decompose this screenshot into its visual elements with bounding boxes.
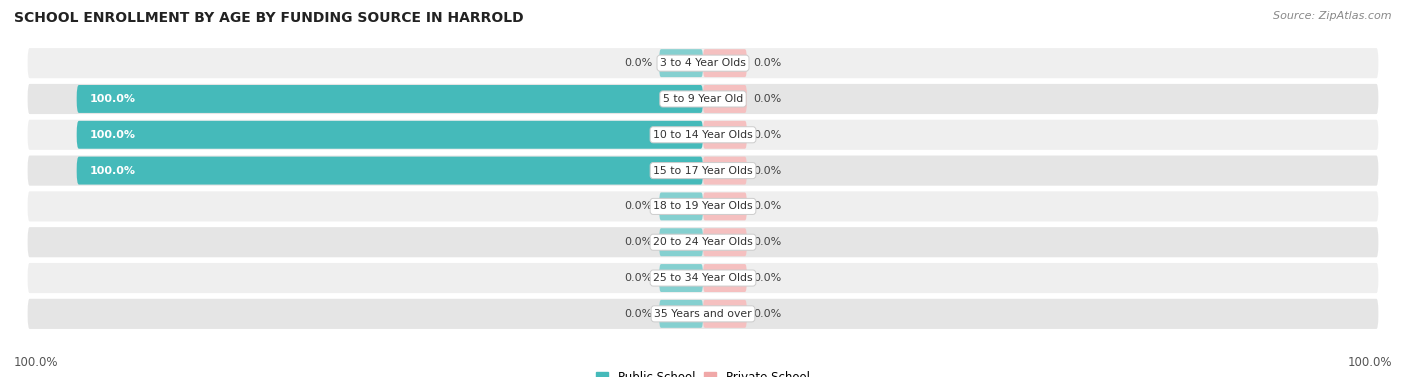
Text: 3 to 4 Year Olds: 3 to 4 Year Olds — [659, 58, 747, 68]
FancyBboxPatch shape — [703, 192, 747, 221]
Text: 0.0%: 0.0% — [624, 237, 652, 247]
Text: Source: ZipAtlas.com: Source: ZipAtlas.com — [1274, 11, 1392, 21]
FancyBboxPatch shape — [703, 228, 747, 256]
Text: 0.0%: 0.0% — [754, 94, 782, 104]
Text: 0.0%: 0.0% — [754, 58, 782, 68]
Text: 18 to 19 Year Olds: 18 to 19 Year Olds — [654, 201, 752, 211]
Text: 100.0%: 100.0% — [14, 357, 59, 369]
FancyBboxPatch shape — [703, 264, 747, 292]
Text: 0.0%: 0.0% — [754, 166, 782, 176]
Legend: Public School, Private School: Public School, Private School — [592, 366, 814, 377]
Text: 25 to 34 Year Olds: 25 to 34 Year Olds — [654, 273, 752, 283]
Text: 0.0%: 0.0% — [624, 309, 652, 319]
FancyBboxPatch shape — [27, 83, 1379, 115]
FancyBboxPatch shape — [27, 226, 1379, 258]
FancyBboxPatch shape — [703, 85, 747, 113]
FancyBboxPatch shape — [77, 121, 703, 149]
FancyBboxPatch shape — [27, 47, 1379, 79]
Text: 0.0%: 0.0% — [754, 309, 782, 319]
Text: 15 to 17 Year Olds: 15 to 17 Year Olds — [654, 166, 752, 176]
Text: 20 to 24 Year Olds: 20 to 24 Year Olds — [654, 237, 752, 247]
FancyBboxPatch shape — [77, 156, 703, 185]
Text: 10 to 14 Year Olds: 10 to 14 Year Olds — [654, 130, 752, 140]
FancyBboxPatch shape — [659, 192, 703, 221]
FancyBboxPatch shape — [659, 300, 703, 328]
FancyBboxPatch shape — [27, 155, 1379, 187]
Text: 100.0%: 100.0% — [89, 166, 135, 176]
FancyBboxPatch shape — [703, 121, 747, 149]
FancyBboxPatch shape — [77, 85, 703, 113]
Text: 35 Years and over: 35 Years and over — [654, 309, 752, 319]
FancyBboxPatch shape — [27, 298, 1379, 330]
FancyBboxPatch shape — [27, 262, 1379, 294]
FancyBboxPatch shape — [659, 264, 703, 292]
Text: 0.0%: 0.0% — [624, 58, 652, 68]
FancyBboxPatch shape — [27, 119, 1379, 151]
Text: 0.0%: 0.0% — [754, 201, 782, 211]
Text: 5 to 9 Year Old: 5 to 9 Year Old — [662, 94, 744, 104]
FancyBboxPatch shape — [703, 49, 747, 77]
Text: 0.0%: 0.0% — [624, 201, 652, 211]
Text: 100.0%: 100.0% — [89, 94, 135, 104]
FancyBboxPatch shape — [703, 156, 747, 185]
Text: 0.0%: 0.0% — [754, 130, 782, 140]
Text: 0.0%: 0.0% — [624, 273, 652, 283]
FancyBboxPatch shape — [27, 190, 1379, 222]
FancyBboxPatch shape — [659, 49, 703, 77]
Text: SCHOOL ENROLLMENT BY AGE BY FUNDING SOURCE IN HARROLD: SCHOOL ENROLLMENT BY AGE BY FUNDING SOUR… — [14, 11, 523, 25]
Text: 100.0%: 100.0% — [89, 130, 135, 140]
Text: 100.0%: 100.0% — [1347, 357, 1392, 369]
Text: 0.0%: 0.0% — [754, 237, 782, 247]
FancyBboxPatch shape — [703, 300, 747, 328]
Text: 0.0%: 0.0% — [754, 273, 782, 283]
FancyBboxPatch shape — [659, 228, 703, 256]
